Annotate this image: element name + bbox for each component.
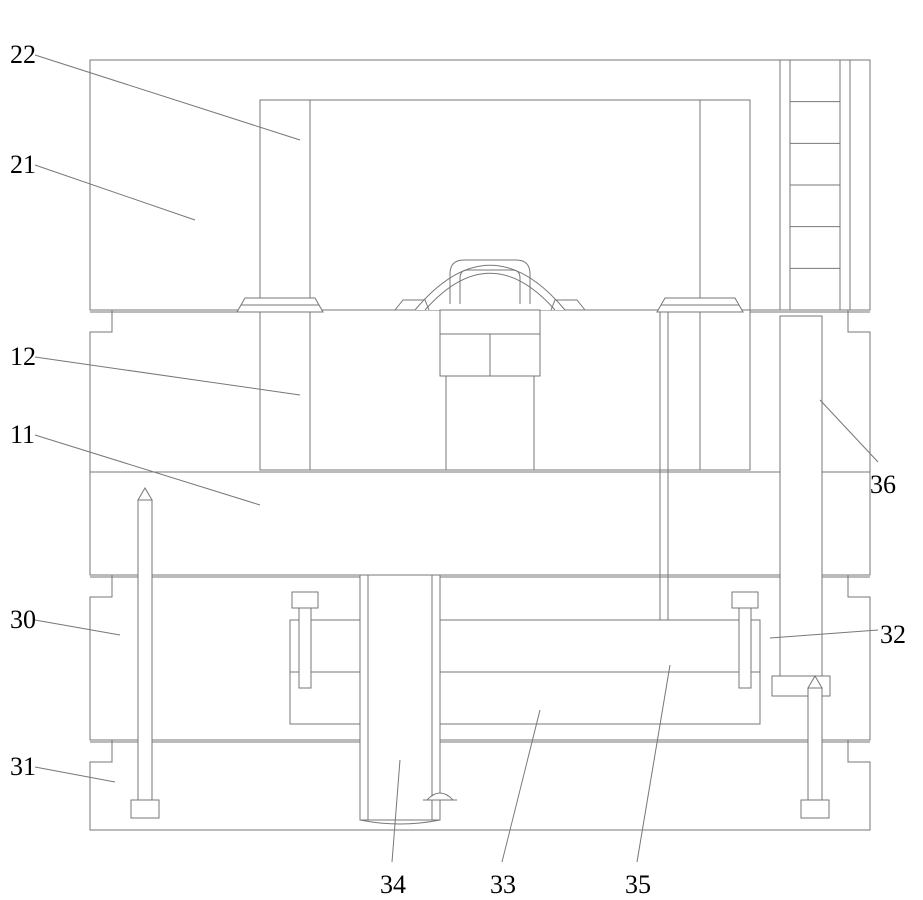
- callout-33: 33: [490, 870, 516, 900]
- callout-36: 36: [870, 470, 896, 500]
- engineering-drawing: [0, 0, 923, 897]
- callout-12: 12: [10, 342, 36, 372]
- callout-21: 21: [10, 150, 36, 180]
- callout-32: 32: [880, 620, 906, 650]
- callout-31: 31: [10, 752, 36, 782]
- callout-34: 34: [380, 870, 406, 900]
- callout-35: 35: [625, 870, 651, 900]
- callout-11: 11: [10, 420, 35, 450]
- callout-22: 22: [10, 40, 36, 70]
- callout-30: 30: [10, 605, 36, 635]
